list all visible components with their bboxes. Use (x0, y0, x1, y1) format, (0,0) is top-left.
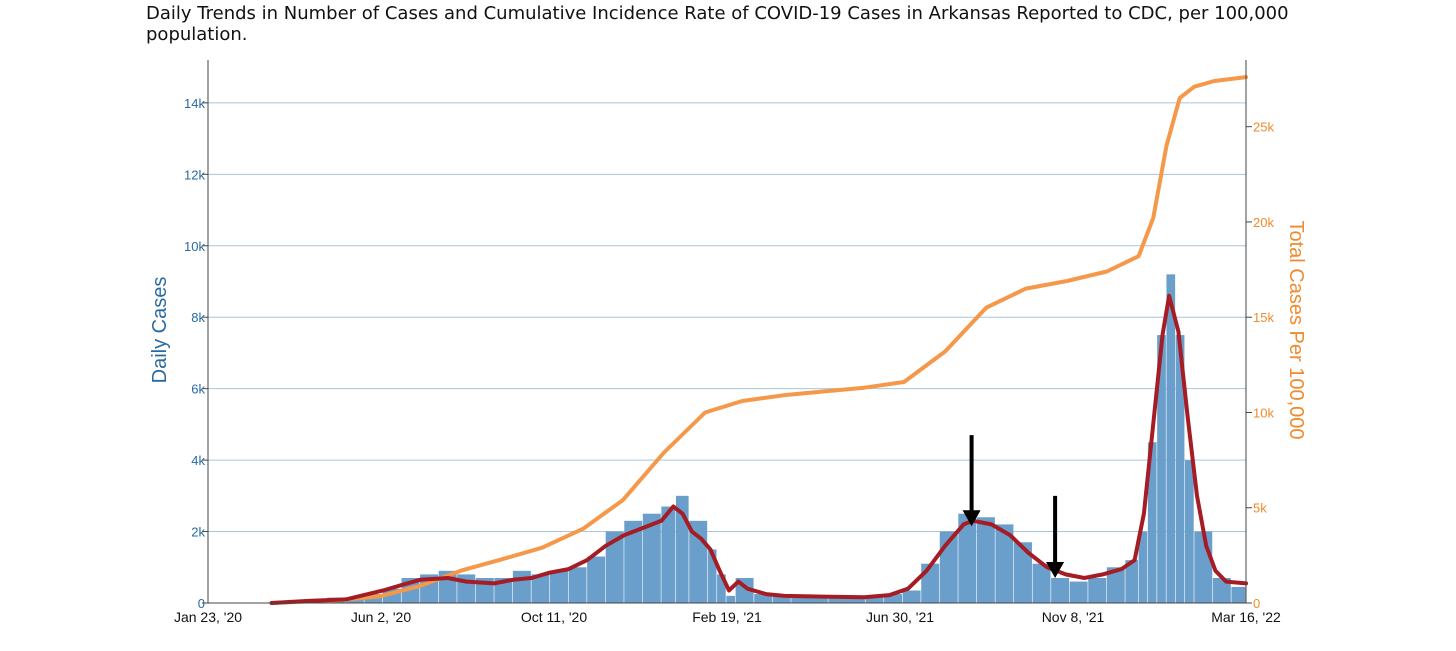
y-tick-label-right: 20k (1253, 215, 1274, 230)
arrow-head (1046, 561, 1065, 578)
daily-case-bar (865, 596, 884, 603)
daily-case-bar (1185, 460, 1194, 603)
daily-case-bars (290, 274, 1246, 603)
cumulative-incidence-line (269, 75, 1248, 605)
daily-case-bar (1166, 274, 1176, 603)
daily-case-bar (902, 590, 921, 603)
x-tick-label: Nov 8, '21 (1042, 609, 1105, 625)
annotations (962, 435, 1065, 578)
daily-average-line (269, 293, 1248, 605)
daily-case-bar (550, 570, 568, 603)
y-tick-label-right: 10k (1253, 405, 1274, 420)
daily-case-bar (772, 596, 791, 603)
daily-case-bar (661, 506, 676, 603)
daily-case-bar (512, 570, 531, 603)
y-tick-label-left: 2k (191, 525, 205, 540)
y-tick-label-left: 0 (198, 596, 205, 611)
daily-case-bar (884, 594, 903, 603)
y-axis-label-right: Total Cases Per 100,000 (1285, 220, 1307, 439)
y-tick-label-right: 25k (1253, 120, 1274, 135)
daily-case-bar (726, 595, 736, 603)
daily-case-bar (1088, 577, 1107, 603)
daily-case-bar (717, 574, 726, 603)
daily-case-bar (1014, 542, 1032, 603)
y-tick-label-left: 10k (184, 239, 205, 254)
gridlines (208, 102, 1246, 533)
x-tick-label: Jun 30, '21 (866, 609, 934, 625)
daily-case-bar (605, 531, 624, 603)
daily-case-bar (707, 549, 717, 603)
x-tick-label: Mar 16, '22 (1211, 609, 1281, 625)
axes (202, 60, 1252, 604)
daily-case-bar (1051, 577, 1070, 603)
arrow-head (962, 510, 981, 527)
daily-case-bar (1157, 335, 1166, 603)
daily-case-bar (1147, 442, 1157, 603)
daily-case-bar (568, 567, 587, 603)
daily-case-bar (828, 595, 865, 603)
daily-case-bar (1138, 531, 1148, 603)
daily-case-bar (1106, 567, 1125, 603)
y-tick-label-left: 6k (191, 382, 205, 397)
daily-case-bar (1032, 563, 1051, 603)
daily-case-bar (1069, 581, 1088, 603)
daily-average-series (269, 293, 1248, 605)
y-tick-label-left: 8k (191, 310, 205, 325)
y-tick-label-left: 4k (191, 453, 205, 468)
daily-case-bar (754, 594, 773, 603)
x-tick-label: Feb 19, '21 (692, 609, 762, 625)
daily-case-bar (1175, 335, 1185, 603)
daily-case-bar (587, 556, 606, 603)
cumulative-incidence-series (269, 75, 1248, 605)
daily-case-bar (976, 517, 995, 603)
daily-case-bar (791, 596, 828, 603)
tick-labels: 0 2k 4k 6k 8k 10k 12k 14k 0 5k 10k 15k 20k 25k Jan 23,… (174, 96, 1281, 625)
y-tick-label-right: 0 (1253, 596, 1260, 611)
daily-case-bar (958, 513, 977, 603)
y-tick-label-left: 12k (184, 167, 205, 182)
y-tick-label-right: 5k (1253, 501, 1267, 516)
daily-case-bar (531, 574, 550, 603)
x-tick-label: Oct 11, '20 (521, 609, 587, 625)
x-tick-label: Jun 2, '20 (351, 609, 411, 625)
daily-case-bar (1194, 531, 1213, 603)
chart-title: Daily Trends in Number of Cases and Cumu… (146, 3, 1289, 45)
y-tick-label-left: 14k (184, 96, 205, 111)
daily-case-bar (1231, 586, 1246, 603)
daily-case-bar (1125, 560, 1139, 603)
daily-case-bar (624, 520, 643, 603)
daily-case-bar (995, 524, 1014, 603)
y-tick-label-right: 15k (1253, 310, 1274, 325)
daily-case-bar (1212, 577, 1231, 603)
daily-case-bar (642, 513, 661, 603)
daily-case-bar (921, 563, 940, 603)
x-tick-label: Jan 23, '20 (174, 609, 242, 625)
y-axis-label-left: Daily Cases (149, 277, 171, 384)
